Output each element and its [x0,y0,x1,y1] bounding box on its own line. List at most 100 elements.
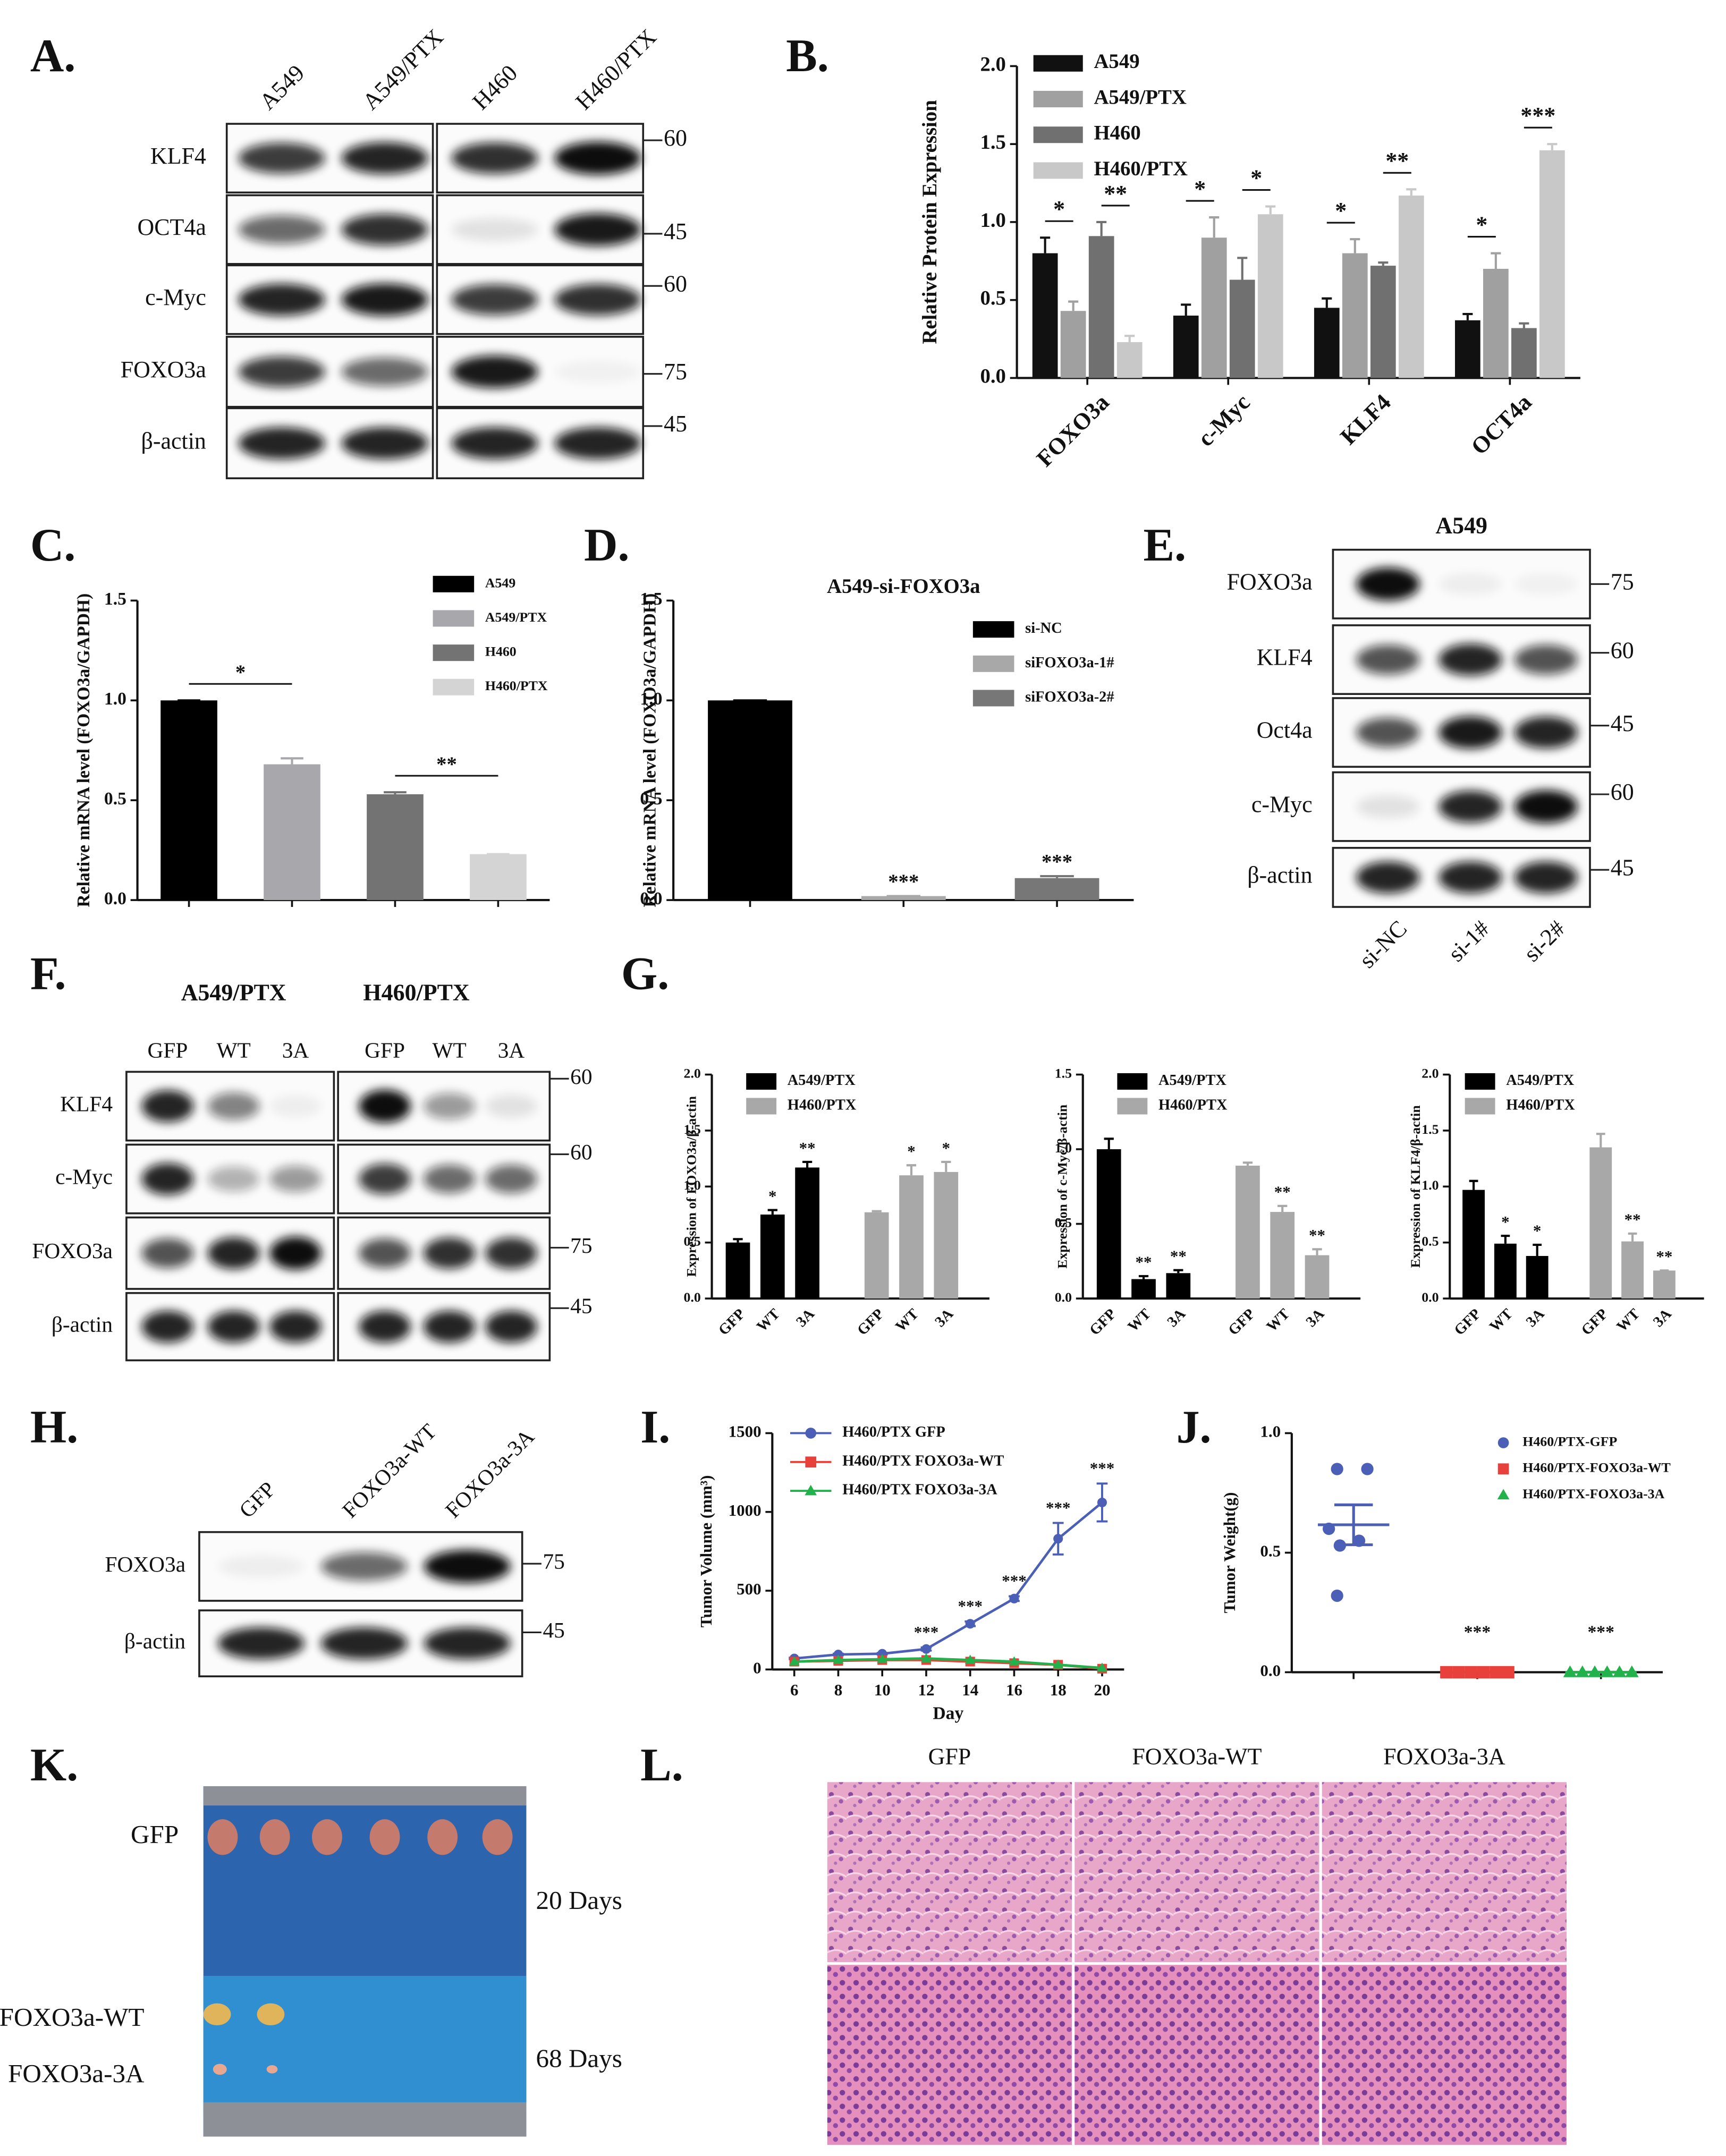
blot-frame [225,194,434,265]
y-tick-label: 1.0 [1260,1422,1281,1441]
point [1053,1659,1064,1669]
band [341,283,428,316]
band [238,356,325,387]
x-tick-label: 14 [962,1680,978,1699]
band [1439,861,1502,894]
blot-frame [436,194,645,265]
y-tick-label: 0 [753,1658,762,1677]
legend-swatch [1033,126,1083,143]
point [1588,1665,1602,1677]
band [451,142,538,174]
bar [1166,1273,1191,1299]
legend-label: H460/PTX-FOXO3a-WT [1522,1460,1671,1475]
lane-label: WT [216,1038,250,1063]
sig-label: * [1476,212,1487,238]
y-tick-label: 0.0 [1422,1289,1439,1305]
bar [725,1242,750,1299]
point [1502,1666,1515,1679]
y-tick-label: 1.0 [980,209,1005,232]
blot-frame [198,1531,523,1602]
x-tick-label: GFP [1087,1306,1120,1339]
marker-label: 45 [543,1618,564,1642]
blot-frame [337,1292,551,1362]
bar [1398,196,1424,378]
band [207,1237,260,1269]
band [1356,567,1420,601]
x-tick-label: 3A [1650,1305,1675,1330]
sig-label: ** [1170,1247,1187,1266]
bar [1653,1270,1676,1299]
bar [1229,279,1255,378]
band [1514,790,1578,824]
band [238,142,325,174]
row-label: OCT4a [137,214,206,240]
legend-swatch [433,644,475,661]
band [217,1627,304,1660]
sig-label: ** [1385,148,1409,174]
band [485,1311,537,1343]
x-tick-label: GFP [1451,1306,1484,1339]
sig-label: * [1335,198,1347,224]
bar [1342,253,1368,378]
blot-frame [337,1143,551,1215]
y-tick-label: 1.0 [1055,1140,1072,1156]
x-tick-label: 3A [1164,1305,1189,1330]
x-tick-label: WT [1486,1306,1516,1335]
legend-label: siFOXO3a-2# [1025,689,1114,706]
y-tick-label: 1.0 [1422,1177,1439,1193]
point [1097,1497,1107,1508]
sig-label: ** [1309,1226,1325,1244]
point [965,1619,975,1629]
band [207,1311,260,1343]
row-label: FOXO3a [121,356,206,383]
band [451,355,538,388]
bar [1096,1149,1121,1299]
x-axis-label: Day [933,1703,963,1723]
band [238,427,325,460]
tumor [207,1819,238,1855]
legend-label: H460 [485,644,517,659]
legend-swatch [746,1073,777,1090]
point [1009,1656,1020,1666]
photo-lower [203,1975,527,2113]
sig-label: *** [1464,1623,1491,1642]
marker-label: 60 [1611,779,1634,805]
blot-frame [198,1609,523,1678]
photo-time-label: 20 Days [536,1886,622,1915]
bar [367,794,424,901]
band [359,1311,411,1343]
blot-frame [125,1071,335,1142]
marker-label: 75 [664,359,687,385]
band [1439,791,1502,823]
group-label: H460/PTX [363,980,469,1006]
blot-frame [436,407,645,480]
bar [160,700,217,901]
band [141,1163,194,1195]
marker-label: 45 [1611,710,1634,736]
sig-label: *** [914,1623,939,1641]
blot-frame [436,336,645,408]
panel-label: I. [640,1402,670,1453]
marker-label: 45 [664,411,687,437]
band [207,1092,260,1120]
sig-label: *** [1520,103,1555,129]
band [269,1236,321,1270]
tumor [427,1819,458,1855]
x-tick-label: WT [1264,1306,1293,1335]
marker-label: 60 [1611,638,1634,664]
row-label: Oct4a [1257,717,1313,743]
legend-swatch [972,655,1014,672]
legend-swatch [1033,162,1083,179]
lane-label: FOXO3a-3A [441,1424,539,1522]
y-tick-label: 1.0 [104,689,126,709]
marker-label: 45 [1611,854,1634,880]
x-tick-label: 3A [1303,1305,1328,1330]
y-tick-label: 500 [737,1580,762,1598]
histology-column-label: GFP [928,1743,971,1769]
x-tick-label: WT [1124,1306,1154,1335]
point [877,1654,888,1663]
row-label: c-Myc [145,284,206,310]
band [359,1089,411,1123]
legend-swatch [433,610,475,627]
